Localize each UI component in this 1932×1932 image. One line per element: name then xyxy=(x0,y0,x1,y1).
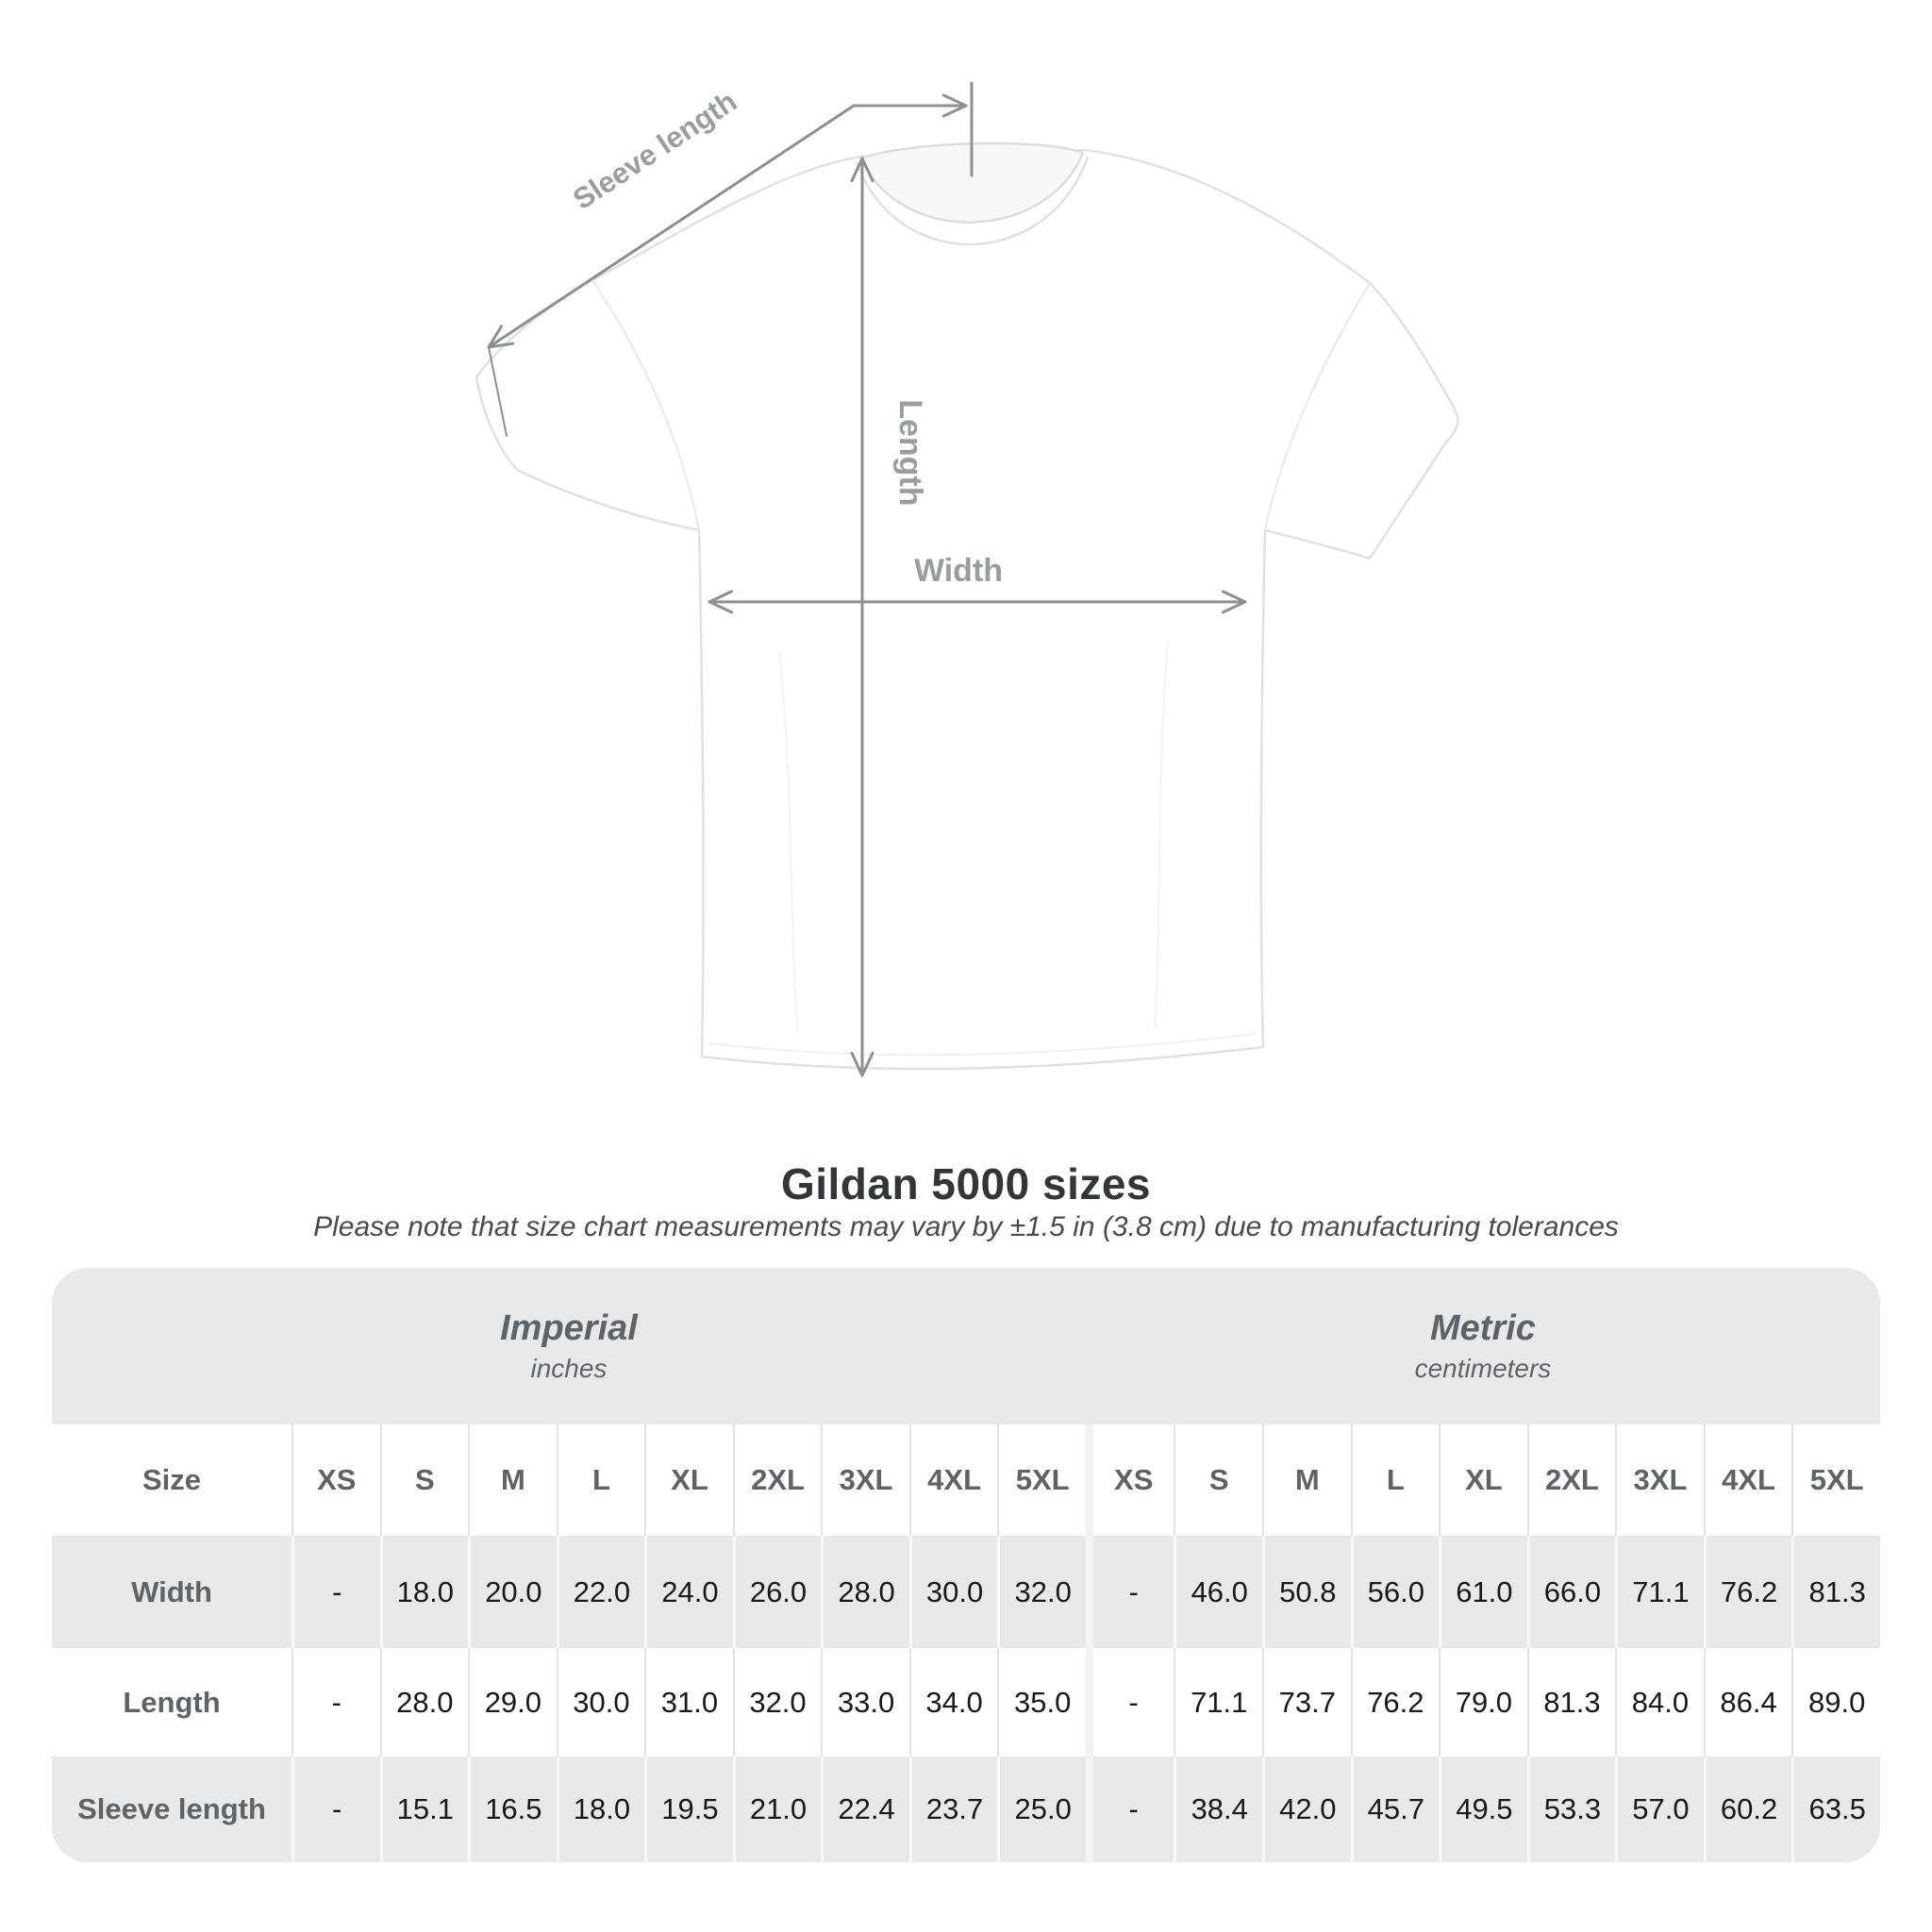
value-cell: 35.0 xyxy=(997,1648,1086,1757)
metric-unit-label: centimeters xyxy=(1414,1353,1552,1383)
value-cell: - xyxy=(291,1536,380,1648)
value-cell: 26.0 xyxy=(732,1536,822,1648)
imperial-size-header: M xyxy=(468,1424,557,1536)
imperial-size-header: XS xyxy=(291,1424,380,1536)
value-cell: 18.0 xyxy=(379,1536,469,1648)
imperial-unit-label: inches xyxy=(530,1353,608,1383)
width-row: Width - 18.0 20.0 22.0 24.0 26.0 28.0 30… xyxy=(52,1536,1880,1648)
value-cell: 30.0 xyxy=(908,1536,998,1648)
size-col-header: Size xyxy=(52,1424,291,1536)
value-cell: 28.0 xyxy=(821,1536,909,1648)
imperial-size-header: 3XL xyxy=(821,1424,909,1536)
value-cell: 76.2 xyxy=(1703,1536,1792,1648)
value-cell: 22.4 xyxy=(821,1757,909,1862)
value-cell: 53.3 xyxy=(1526,1757,1616,1862)
value-cell: 33.0 xyxy=(821,1648,909,1757)
metric-size-header: 3XL xyxy=(1615,1424,1704,1536)
metric-size-header: XS xyxy=(1085,1424,1174,1536)
metric-size-header: 4XL xyxy=(1703,1424,1792,1536)
value-cell: 71.1 xyxy=(1615,1536,1704,1648)
value-cell: 71.1 xyxy=(1174,1648,1263,1757)
imperial-size-header: 5XL xyxy=(997,1424,1086,1536)
value-cell: 46.0 xyxy=(1174,1536,1263,1648)
size-table: Imperial inches Metric centimeters Size … xyxy=(52,1268,1880,1862)
value-cell: - xyxy=(1085,1536,1174,1648)
value-cell: 15.1 xyxy=(379,1757,469,1862)
value-cell: 16.5 xyxy=(468,1757,557,1862)
metric-size-header: XL xyxy=(1439,1424,1527,1536)
value-cell: 28.0 xyxy=(379,1648,469,1757)
value-cell: - xyxy=(1085,1757,1174,1862)
length-arrow xyxy=(850,157,874,1077)
row-label-sleeve-length: Sleeve length xyxy=(52,1757,291,1862)
width-arrow xyxy=(708,590,1247,614)
value-cell: 50.8 xyxy=(1262,1536,1351,1648)
value-cell: 81.3 xyxy=(1526,1648,1616,1757)
value-cell: 42.0 xyxy=(1262,1757,1351,1862)
value-cell: 20.0 xyxy=(468,1536,557,1648)
imperial-group-header: Imperial inches xyxy=(52,1268,1086,1424)
value-cell: 22.0 xyxy=(556,1536,645,1648)
imperial-size-header: L xyxy=(556,1424,645,1536)
value-cell: 31.0 xyxy=(644,1648,733,1757)
row-label-width: Width xyxy=(52,1536,291,1648)
imperial-group-label: Imperial xyxy=(500,1308,638,1349)
value-cell: 32.0 xyxy=(997,1536,1086,1648)
metric-size-header: M xyxy=(1262,1424,1351,1536)
size-header-row: Size XS S M L XL 2XL 3XL 4XL 5XL XS S M … xyxy=(52,1424,1880,1536)
row-label-length: Length xyxy=(52,1648,291,1757)
value-cell: 89.0 xyxy=(1791,1648,1880,1757)
value-cell: 29.0 xyxy=(468,1648,557,1757)
value-cell: 56.0 xyxy=(1350,1536,1440,1648)
value-cell: - xyxy=(1085,1648,1174,1757)
unit-group-header-row: Imperial inches Metric centimeters xyxy=(52,1268,1880,1424)
value-cell: 45.7 xyxy=(1350,1757,1440,1862)
value-cell: 23.7 xyxy=(908,1757,998,1862)
value-cell: 25.0 xyxy=(997,1757,1086,1862)
value-cell: 38.4 xyxy=(1174,1757,1263,1862)
imperial-size-header: 2XL xyxy=(732,1424,822,1536)
value-cell: 81.3 xyxy=(1791,1536,1880,1648)
imperial-size-header: S xyxy=(379,1424,469,1536)
metric-size-header: 5XL xyxy=(1791,1424,1880,1536)
metric-size-header: S xyxy=(1174,1424,1263,1536)
page-title: Gildan 5000 sizes xyxy=(780,1159,1152,1208)
metric-group-label: Metric xyxy=(1430,1308,1536,1349)
value-cell: 49.5 xyxy=(1439,1757,1527,1862)
value-cell: 18.0 xyxy=(556,1757,645,1862)
value-cell: 19.5 xyxy=(644,1757,733,1862)
metric-group-header: Metric centimeters xyxy=(1085,1268,1880,1424)
value-cell: - xyxy=(291,1648,380,1757)
value-cell: 76.2 xyxy=(1350,1648,1440,1757)
length-label: Length xyxy=(892,399,928,506)
tshirt-graphic xyxy=(475,142,1459,1071)
value-cell: 73.7 xyxy=(1262,1648,1351,1757)
value-cell: 79.0 xyxy=(1439,1648,1527,1757)
value-cell: 30.0 xyxy=(556,1648,645,1757)
value-cell: 66.0 xyxy=(1526,1536,1616,1648)
imperial-size-header: 4XL xyxy=(908,1424,998,1536)
length-row: Length - 28.0 29.0 30.0 31.0 32.0 33.0 3… xyxy=(52,1648,1880,1757)
value-cell: 21.0 xyxy=(732,1757,822,1862)
metric-size-header: L xyxy=(1350,1424,1440,1536)
value-cell: 24.0 xyxy=(644,1536,733,1648)
width-label: Width xyxy=(914,553,1003,589)
value-cell: 61.0 xyxy=(1439,1536,1527,1648)
value-cell: - xyxy=(291,1757,380,1862)
sleeve-length-arrow xyxy=(487,81,974,437)
value-cell: 57.0 xyxy=(1615,1757,1704,1862)
value-cell: 63.5 xyxy=(1791,1757,1880,1862)
sleeve-length-row: Sleeve length - 15.1 16.5 18.0 19.5 21.0… xyxy=(52,1757,1880,1862)
metric-size-header: 2XL xyxy=(1526,1424,1616,1536)
imperial-size-header: XL xyxy=(644,1424,733,1536)
tolerance-note: Please note that size chart measurements… xyxy=(313,1211,1619,1242)
value-cell: 32.0 xyxy=(732,1648,822,1757)
value-cell: 60.2 xyxy=(1703,1757,1792,1862)
value-cell: 34.0 xyxy=(908,1648,998,1757)
value-cell: 86.4 xyxy=(1703,1648,1792,1757)
tshirt-measurement-diagram: Sleeve length Length Width xyxy=(475,81,1459,1077)
value-cell: 84.0 xyxy=(1615,1648,1704,1757)
